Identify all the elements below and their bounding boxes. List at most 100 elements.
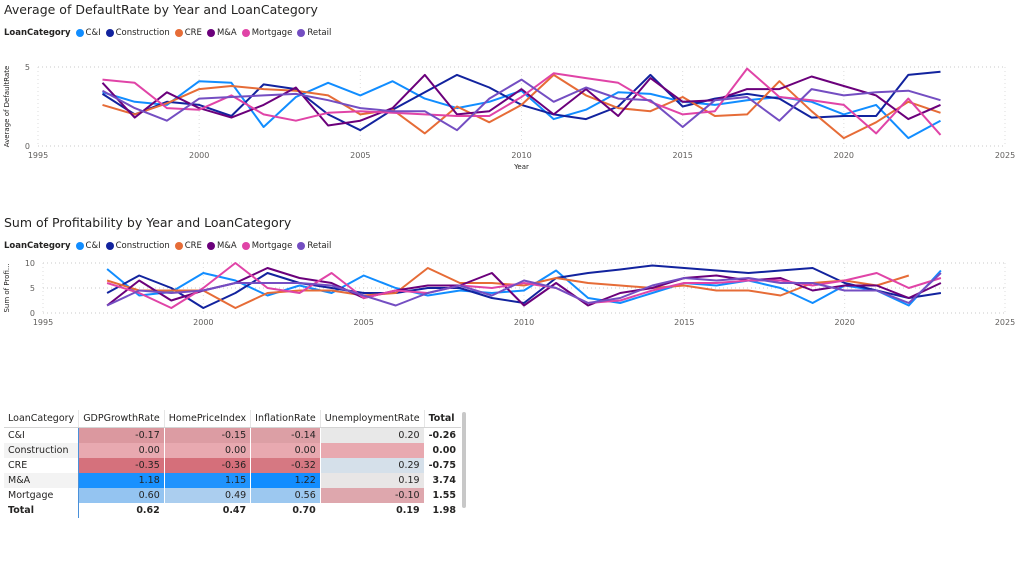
chart2-series-line-construction[interactable]: [106, 264, 942, 309]
chart1-plot: 0 5 1995 2000 2005 2010 2015 2020 2025 Year Averag…: [3, 63, 1015, 171]
chart2-legend-item-2[interactable]: CRE: [174, 241, 202, 251]
legend-label: Mortgage: [251, 28, 293, 38]
legend-label: C&I: [85, 28, 101, 38]
matrix-cell[interactable]: 0.00: [164, 443, 252, 458]
matrix-row-header[interactable]: Construction: [4, 443, 80, 458]
matrix-cell[interactable]: 0.20: [320, 427, 425, 443]
matrix-cell[interactable]: 0.56: [250, 488, 321, 503]
chart1-legend-item-0[interactable]: C&I: [75, 28, 101, 38]
chart1-title: Average of DefaultRate by Year and LoanC…: [4, 2, 318, 17]
legend-label: M&A: [216, 241, 237, 251]
chart2-series-line-ci[interactable]: [106, 268, 942, 307]
matrix-header-row: LoanCategory GDPGrowthRate HomePriceIndex I…: [4, 410, 461, 428]
chart2-legend-item-1[interactable]: Construction: [105, 241, 170, 251]
chart2-series-line-cre[interactable]: [106, 267, 910, 309]
legend-dot-icon: [206, 242, 215, 250]
matrix-row-header[interactable]: Mortgage: [4, 488, 80, 503]
matrix-cell[interactable]: -0.14: [250, 427, 321, 443]
legend-dot-icon: [75, 242, 84, 250]
chart1-ytick-0: 0: [25, 142, 30, 151]
chart1-series-line-mortgage[interactable]: [102, 67, 942, 136]
matrix-col-header-1[interactable]: GDPGrowthRate: [78, 410, 165, 428]
chart1-series-line-cre[interactable]: [102, 73, 941, 140]
matrix-row-total: -0.26: [424, 427, 461, 443]
chart2-legend-item-0[interactable]: C&I: [75, 241, 101, 251]
legend-label: Construction: [115, 241, 170, 251]
matrix-col-header-4[interactable]: UnemploymentRate: [320, 410, 425, 428]
chart2-xtick-6: 2025: [995, 318, 1015, 327]
chart2-xtick-1: 2000: [193, 318, 213, 327]
matrix-total-cell: 0.47: [164, 503, 252, 518]
matrix-total-cell: 0.70: [250, 503, 321, 518]
matrix-cell[interactable]: -0.10: [320, 488, 425, 503]
matrix-scrollbar[interactable]: [462, 412, 466, 508]
matrix-cell[interactable]: 0.29: [320, 458, 425, 473]
chart2-series-line-retail[interactable]: [106, 272, 942, 307]
matrix-cell[interactable]: 1.22: [250, 473, 321, 488]
default-rate-chart[interactable]: Average of DefaultRate by Year and LoanC…: [0, 0, 1024, 180]
chart1-xtick-0: 1995: [28, 151, 48, 160]
legend-label: C&I: [85, 241, 101, 251]
chart2-legend-items: C&I Construction CRE M&A Mortgage Retail: [75, 241, 337, 251]
chart1-series-line-ma[interactable]: [101, 73, 941, 127]
matrix-col-header-0[interactable]: LoanCategory: [4, 410, 80, 428]
legend-dot-icon: [174, 242, 183, 250]
chart2-series-line-ma[interactable]: [106, 267, 942, 307]
matrix-cell[interactable]: 0.49: [164, 488, 252, 503]
matrix-cell[interactable]: -0.15: [164, 427, 252, 443]
chart1-legend: LoanCategory C&I Construction CRE M&A Mortga…: [4, 28, 336, 38]
matrix-col-header-3[interactable]: InflationRate: [250, 410, 321, 428]
matrix-cell[interactable]: -0.17: [78, 427, 165, 443]
matrix-total-cell: 0.62: [78, 503, 165, 518]
matrix-cell[interactable]: 0.00: [250, 443, 321, 458]
matrix-table: LoanCategory GDPGrowthRate HomePriceIndex I…: [4, 410, 461, 518]
legend-dot-icon: [241, 29, 250, 37]
matrix-total-label: Total: [4, 503, 80, 518]
legend-label: Mortgage: [251, 241, 293, 251]
legend-label: Retail: [307, 241, 332, 251]
chart1-legend-item-2[interactable]: CRE: [174, 28, 202, 38]
matrix-total-cell: 1.98: [424, 503, 461, 518]
chart1-legend-item-1[interactable]: Construction: [105, 28, 170, 38]
legend-label: Construction: [115, 28, 170, 38]
matrix-cell[interactable]: 1.18: [78, 473, 165, 488]
matrix-cell[interactable]: 0.60: [78, 488, 165, 503]
matrix-row-header[interactable]: M&A: [4, 473, 80, 488]
chart2-legend-item-5[interactable]: Retail: [297, 241, 331, 251]
matrix-cell[interactable]: -0.35: [78, 458, 165, 473]
chart2-xtick-0: 1995: [33, 318, 53, 327]
matrix-row-header[interactable]: C&I: [4, 427, 80, 443]
matrix-cell[interactable]: -0.32: [250, 458, 321, 473]
chart1-series-line-retail[interactable]: [102, 78, 941, 132]
matrix-row-total: 0.00: [424, 443, 461, 458]
chart1-legend-item-4[interactable]: Mortgage: [241, 28, 293, 38]
chart2-legend-item-4[interactable]: Mortgage: [241, 241, 293, 251]
chart1-legend-item-5[interactable]: Retail: [297, 28, 331, 38]
chart2-legend-title: LoanCategory: [4, 241, 71, 251]
correlation-matrix[interactable]: LoanCategory GDPGrowthRate HomePriceIndex I…: [4, 410, 461, 518]
table-row: C&I -0.17 -0.15 -0.14 0.20 -0.26: [4, 427, 461, 443]
chart2-xtick-3: 2010: [514, 318, 534, 327]
matrix-cell[interactable]: -0.36: [164, 458, 252, 473]
chart2-legend-item-3[interactable]: M&A: [206, 241, 237, 251]
matrix-row-total: 1.55: [424, 488, 461, 503]
legend-label: Retail: [307, 28, 332, 38]
matrix-row-header[interactable]: CRE: [4, 458, 80, 473]
chart1-xlabel: Year: [513, 163, 529, 171]
legend-label: M&A: [216, 28, 237, 38]
matrix-cell[interactable]: [320, 443, 425, 458]
chart2-xtick-2: 2005: [353, 318, 373, 327]
table-row: CRE -0.35 -0.36 -0.32 0.29 -0.75: [4, 458, 461, 473]
chart1-legend-item-3[interactable]: M&A: [206, 28, 237, 38]
matrix-total-cell: 0.19: [320, 503, 425, 518]
matrix-cell[interactable]: 0.00: [78, 443, 165, 458]
matrix-col-header-2[interactable]: HomePriceIndex: [164, 410, 252, 428]
chart2-ylabel: Sum of Profi...: [3, 263, 11, 312]
matrix-col-header-5[interactable]: Total: [424, 410, 461, 428]
chart2-ytick-2: 10: [25, 259, 35, 268]
matrix-cell[interactable]: 1.15: [164, 473, 252, 488]
legend-dot-icon: [105, 29, 114, 37]
chart1-legend-title: LoanCategory: [4, 28, 71, 38]
chart1-xtick-1: 2000: [189, 151, 209, 160]
matrix-cell[interactable]: 0.19: [320, 473, 425, 488]
